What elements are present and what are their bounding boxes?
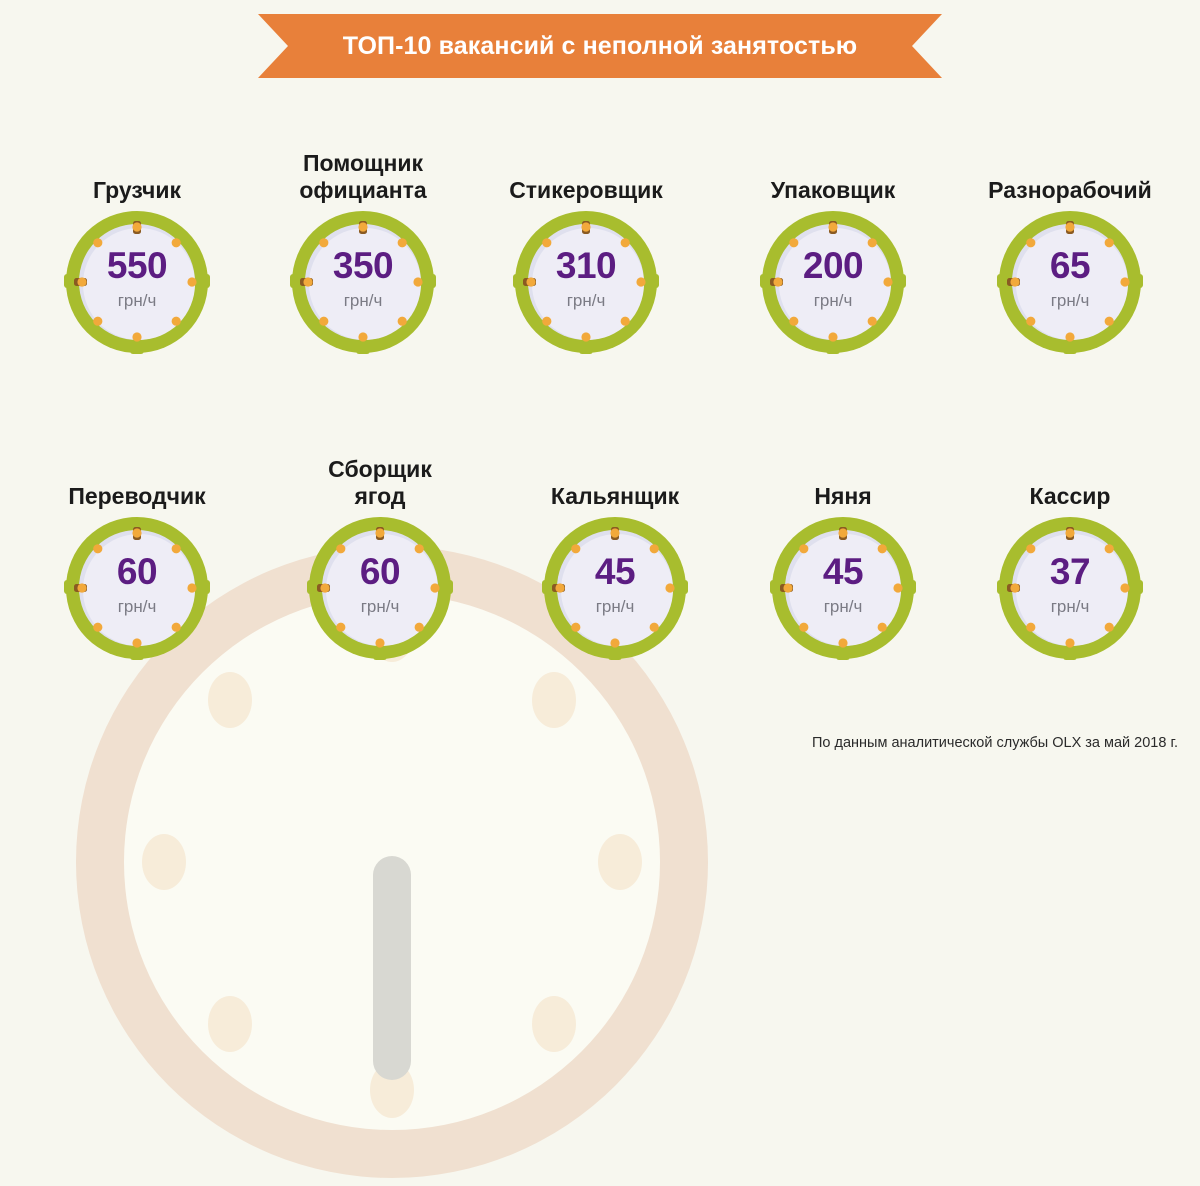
clock-icon: 200 грн/ч: [759, 208, 907, 356]
vacancy-label: Упаковщик: [770, 176, 896, 203]
vacancy-rate-unit: грн/ч: [117, 291, 157, 310]
vacancy-rate-value: 45: [594, 551, 636, 592]
vacancy-label: Кальянщик: [550, 482, 680, 509]
vacancy-rate-value: 310: [555, 245, 617, 286]
vacancy-rate-unit: грн/ч: [343, 291, 383, 310]
vacancy-rate-value: 45: [822, 551, 864, 592]
title-banner: ТОП-10 вакансий с неполной занятостью: [0, 14, 1200, 78]
ribbon-banner-shape-icon: [258, 14, 942, 78]
vacancy-rate-unit: грн/ч: [1050, 597, 1090, 616]
clock-icon: 550 грн/ч: [63, 208, 211, 356]
vacancy-rate-unit: грн/ч: [1050, 291, 1090, 310]
vacancy-rate-unit: грн/ч: [813, 291, 853, 310]
page-title: ТОП-10 вакансий с неполной занятостью: [342, 31, 858, 60]
clock-grid: Грузчик: [63, 149, 1152, 662]
vacancy-label: Помощник официанта: [299, 149, 427, 203]
vacancy-rate-unit: грн/ч: [823, 597, 863, 616]
vacancy-rate-unit: грн/ч: [117, 597, 157, 616]
vacancy-rate-unit: грн/ч: [360, 597, 400, 616]
clock-icon: 60 грн/ч: [306, 514, 454, 662]
vacancy-label: Сборщик ягод: [328, 455, 432, 509]
vacancy-label: Няня: [814, 482, 872, 509]
vacancy-label: Кассир: [1029, 482, 1111, 509]
vacancy-rate-value: 60: [116, 551, 158, 592]
vacancy-rate-value: 200: [802, 245, 864, 286]
vacancy-rate-value: 550: [106, 245, 168, 286]
clock-icon: 45 грн/ч: [769, 514, 917, 662]
clock-icon: 60 грн/ч: [63, 514, 211, 662]
vacancy-label: Переводчик: [68, 482, 206, 509]
clock-icon: 65 грн/ч: [996, 208, 1144, 356]
vacancy-rate-value: 37: [1049, 551, 1091, 592]
vacancy-label: Грузчик: [93, 176, 181, 203]
clock-icon: 350 грн/ч: [289, 208, 437, 356]
vacancy-label: Стикеровщик: [509, 176, 663, 203]
vacancy-rate-value: 60: [359, 551, 401, 592]
vacancy-rate-value: 65: [1049, 245, 1091, 286]
vacancy-rate-unit: грн/ч: [595, 597, 635, 616]
source-attribution: По данным аналитической службы OLX за ма…: [812, 735, 1178, 751]
clock-icon: 45 грн/ч: [541, 514, 689, 662]
vacancy-label: Разнорабочий: [988, 176, 1152, 203]
vacancy-rate-value: 350: [332, 245, 394, 286]
vacancy-rate-unit: грн/ч: [566, 291, 606, 310]
clock-icon: 37 грн/ч: [996, 514, 1144, 662]
clock-icon: 310 грн/ч: [512, 208, 660, 356]
